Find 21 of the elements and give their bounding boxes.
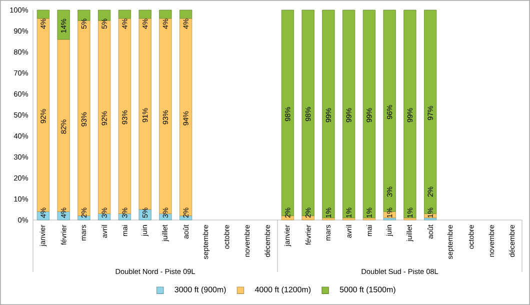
- bar: [118, 10, 131, 19]
- bar: [159, 10, 172, 19]
- bar: [138, 209, 152, 220]
- bar: [36, 10, 50, 19]
- bar: [180, 18, 192, 216]
- bar: [424, 218, 437, 220]
- bar: [180, 10, 192, 19]
- bar: [342, 218, 356, 220]
- bar: [138, 10, 152, 19]
- bar: [322, 10, 335, 218]
- bar: [404, 10, 416, 218]
- bar: [281, 10, 294, 216]
- bar: [57, 10, 70, 40]
- bar: [404, 218, 416, 220]
- bar: [342, 10, 356, 218]
- bar: [302, 10, 314, 216]
- bar: [322, 218, 335, 220]
- bar: [362, 218, 376, 220]
- bar: [362, 10, 376, 218]
- bar: [383, 218, 396, 220]
- bar: [78, 20, 90, 216]
